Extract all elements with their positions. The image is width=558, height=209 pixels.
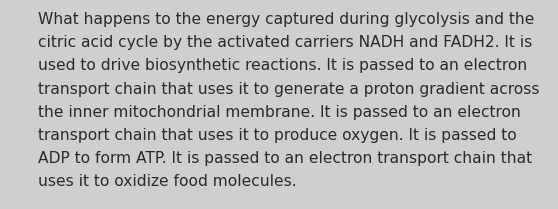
Text: used to drive biosynthetic reactions. It is passed to an electron: used to drive biosynthetic reactions. It… xyxy=(38,58,527,73)
Text: transport chain that uses it to produce oxygen. It is passed to: transport chain that uses it to produce … xyxy=(38,128,517,143)
Text: citric acid cycle by the activated carriers NADH and FADH2. It is: citric acid cycle by the activated carri… xyxy=(38,35,532,50)
Text: What happens to the energy captured during glycolysis and the: What happens to the energy captured duri… xyxy=(38,12,535,27)
Text: transport chain that uses it to generate a proton gradient across: transport chain that uses it to generate… xyxy=(38,82,540,97)
Text: uses it to oxidize food molecules.: uses it to oxidize food molecules. xyxy=(38,174,297,189)
Text: the inner mitochondrial membrane. It is passed to an electron: the inner mitochondrial membrane. It is … xyxy=(38,105,521,120)
Text: ADP to form ATP. It is passed to an electron transport chain that: ADP to form ATP. It is passed to an elec… xyxy=(38,151,532,166)
